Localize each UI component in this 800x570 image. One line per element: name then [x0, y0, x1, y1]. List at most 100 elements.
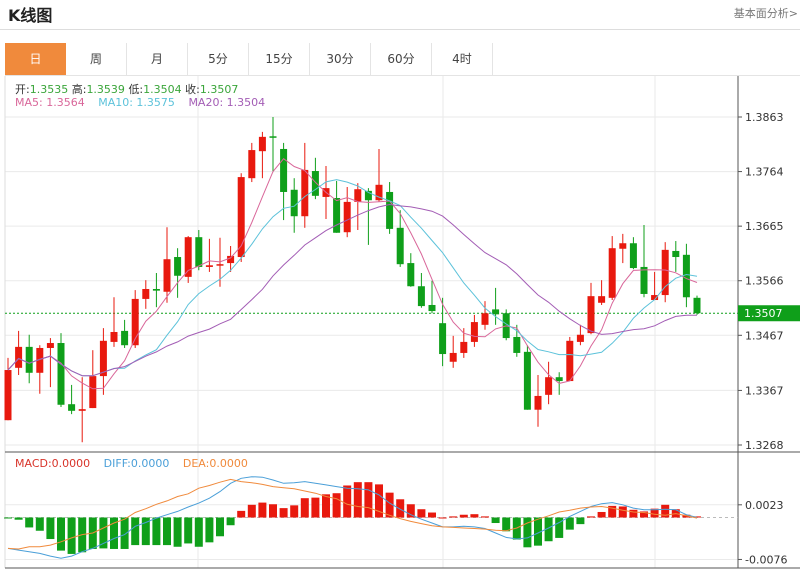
candle-down: [492, 309, 500, 315]
macd-bar: [14, 517, 23, 520]
candle-up: [89, 376, 97, 409]
candle-down: [364, 190, 372, 201]
tab-15min[interactable]: 15分: [249, 43, 310, 75]
macd-bar: [269, 504, 277, 518]
candle-up: [163, 259, 171, 292]
candle-up: [258, 136, 266, 152]
macd-bar: [35, 517, 44, 531]
tab-month[interactable]: 月: [127, 43, 188, 75]
macd-bar: [25, 517, 34, 528]
candle-up: [46, 343, 54, 348]
candle-up: [534, 395, 542, 410]
tab-4hour[interactable]: 4时: [432, 43, 493, 75]
macd-bar: [57, 517, 65, 551]
close-value: 1.3507: [199, 83, 239, 96]
candle-down: [439, 323, 447, 355]
macd-bar: [322, 494, 330, 518]
candle-up: [99, 340, 107, 377]
macd-bar: [375, 484, 383, 518]
macd-bar: [184, 517, 193, 544]
divider: [0, 29, 800, 30]
tab-day[interactable]: 日: [5, 43, 66, 75]
candle-down: [555, 377, 563, 382]
candle-up: [110, 331, 118, 342]
macd-bar: [481, 516, 489, 518]
macd-bar: [216, 517, 224, 537]
open-label: 开:: [15, 83, 30, 96]
candle-down: [672, 250, 680, 258]
candle-up: [576, 334, 584, 342]
open-value: 1.3535: [29, 83, 69, 96]
macd-bar: [353, 482, 362, 518]
candle-up: [343, 201, 351, 233]
macd-bar: [406, 504, 415, 518]
candle-up: [545, 377, 553, 395]
candle-up: [227, 255, 235, 264]
macd-bar: [459, 514, 468, 518]
diff-label: DIFF:0.0000: [103, 457, 170, 470]
candle-up: [131, 298, 139, 346]
macd-bar: [587, 516, 595, 518]
macd-bar: [99, 517, 108, 549]
macd-bar: [629, 509, 638, 518]
candle-down: [311, 171, 319, 196]
macd-bar: [110, 517, 118, 549]
macd-bar: [67, 517, 76, 554]
candle-down: [174, 257, 182, 276]
macd-bar: [300, 498, 309, 518]
y-tick-label: 1.3268: [745, 439, 784, 452]
macd-bar: [576, 517, 585, 525]
macd-bar: [226, 517, 235, 526]
candle-up: [460, 341, 468, 353]
candle-up: [651, 295, 659, 301]
candle-up: [4, 370, 12, 421]
candle-down: [121, 330, 129, 346]
candle-down: [693, 297, 701, 314]
dea-line: [7, 478, 698, 550]
fundamental-analysis-link[interactable]: 基本面分析>: [733, 7, 798, 20]
candle-down: [407, 263, 415, 287]
candle-down: [428, 304, 436, 312]
macd-bar: [597, 511, 606, 518]
ma-info: MA5: 1.3564 MA10: 1.3575 MA20: 1.3504: [15, 96, 265, 109]
macd-bar: [46, 517, 55, 540]
macd-bar: [385, 492, 394, 518]
candle-down: [25, 346, 33, 373]
tab-60min[interactable]: 60分: [371, 43, 432, 75]
macd-bar: [470, 514, 479, 518]
candle-up: [15, 346, 23, 368]
macd-bar: [523, 517, 532, 548]
candle-up: [449, 352, 457, 362]
macd-bar: [163, 517, 171, 546]
macd-bar: [173, 517, 182, 547]
candle-down: [269, 136, 277, 138]
macd-bar: [608, 505, 617, 518]
current-price-label: 1.3507: [744, 307, 783, 320]
macd-bar: [4, 517, 12, 519]
ma5-label: MA5: 1.3564: [15, 96, 85, 109]
candle-down: [195, 237, 203, 267]
macd-bar: [396, 499, 405, 518]
macd-bar: [640, 511, 648, 518]
candle-down: [396, 227, 404, 265]
candle-up: [587, 296, 595, 334]
candle-down: [629, 243, 637, 269]
y-tick-label: 1.3863: [745, 111, 784, 124]
candle-down: [682, 254, 690, 298]
candle-down: [417, 286, 425, 307]
period-tabs: 日 周 月 5分 15分 30分 60分 4时: [5, 43, 800, 76]
macd-bar: [534, 517, 542, 546]
low-value: 1.3504: [143, 83, 182, 96]
tab-30min[interactable]: 30分: [310, 43, 371, 75]
macd-bar: [290, 505, 299, 518]
tab-5min[interactable]: 5分: [188, 43, 249, 75]
candle-up: [237, 177, 245, 258]
close-label: 收:: [185, 83, 200, 96]
ohlc-info: 开:1.3535 高:1.3539 低:1.3504 收:1.3507: [15, 81, 238, 97]
macd-info: MACD:0.0000 DIFF:0.0000 DEA:0.0000: [15, 457, 248, 470]
macd-bar: [152, 517, 161, 546]
macd-bar: [502, 517, 511, 532]
tab-week[interactable]: 周: [66, 43, 127, 75]
macd-bar: [120, 517, 129, 549]
